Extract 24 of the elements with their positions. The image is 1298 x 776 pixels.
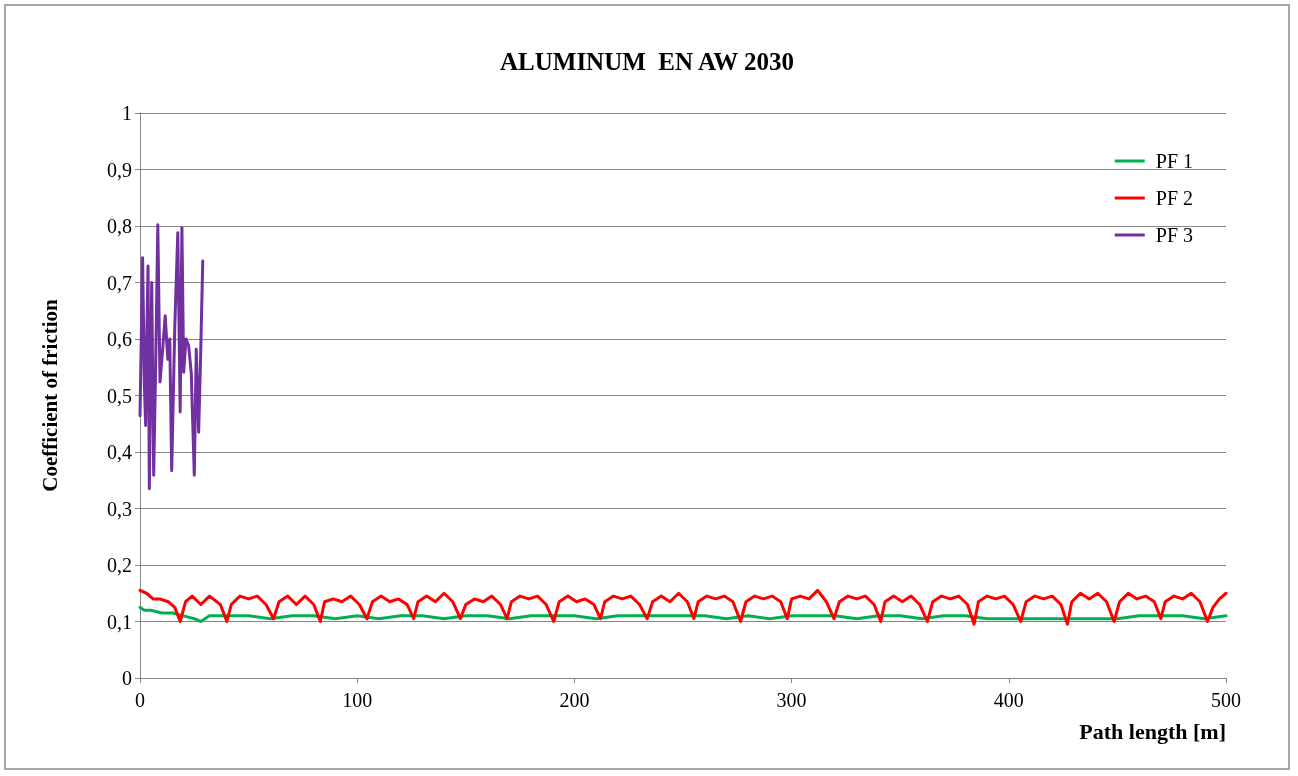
y-tick-label: 0,6: [107, 328, 132, 350]
chart-title: ALUMINUM EN AW 2030: [500, 48, 794, 75]
y-tick-label: 1: [122, 102, 132, 124]
y-axis-title: Coefficient of friction: [37, 298, 62, 492]
x-tick-label: 300: [776, 689, 807, 711]
x-tick-label: 200: [559, 689, 590, 711]
x-tick-label: 100: [342, 689, 373, 711]
y-tick-label: 0,9: [107, 158, 132, 181]
legend-label: PF 2: [1155, 187, 1193, 209]
y-tick-label: 0: [122, 667, 132, 689]
line-series: [138, 588, 1228, 626]
y-tick-label: 0,8: [107, 215, 132, 237]
y-tick-label: 0,7: [107, 271, 132, 294]
y-tick-label: 0,4: [107, 441, 132, 463]
x-tick-label: 400: [993, 689, 1024, 711]
line-series: [138, 223, 205, 491]
y-tick-label: 0,2: [107, 554, 132, 576]
y-tick-label: 0,3: [107, 497, 132, 520]
legend-label: PF 3: [1155, 224, 1193, 246]
x-axis-title: Path length [m]: [1079, 718, 1226, 744]
y-tick-label: 0,5: [107, 384, 132, 407]
legend-label: PF 1: [1155, 150, 1193, 172]
x-tick-label: 500: [1211, 689, 1241, 711]
y-tick-label: 0,1: [107, 610, 132, 633]
